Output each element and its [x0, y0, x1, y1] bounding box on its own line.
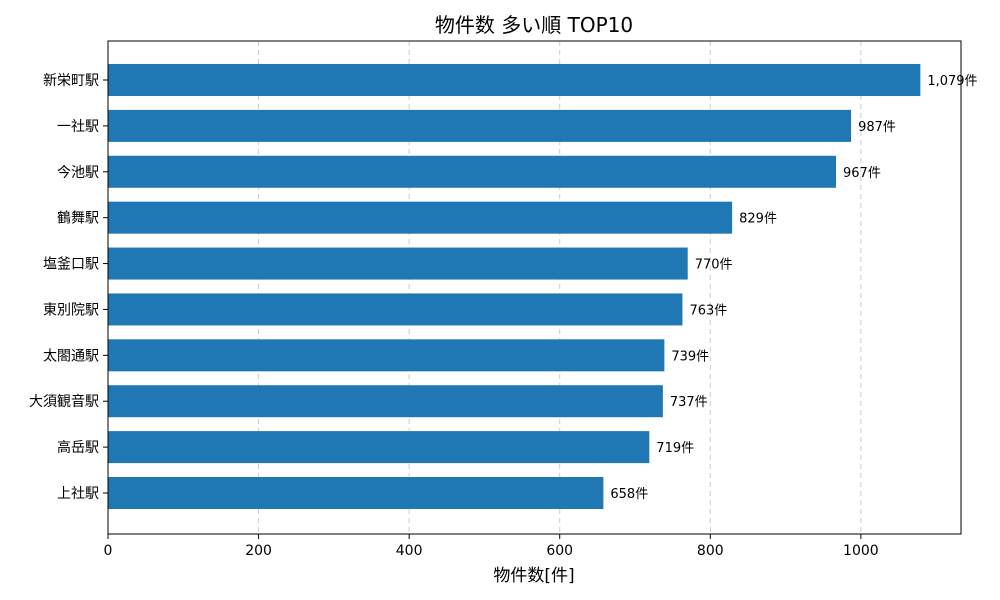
x-tick-label: 800 — [697, 543, 724, 559]
bar — [108, 293, 683, 326]
bar — [108, 385, 663, 418]
data-label: 967件 — [843, 166, 881, 181]
bar — [108, 477, 604, 509]
x-tick-label: 400 — [396, 543, 423, 559]
x-tick-label: 600 — [546, 543, 573, 559]
data-label: 987件 — [858, 120, 896, 135]
data-label: 829件 — [739, 212, 777, 227]
x-tick-label: 0 — [104, 543, 113, 559]
data-label: 763件 — [689, 303, 727, 318]
y-tick-label: 上社駅 — [57, 486, 99, 502]
bar — [108, 431, 650, 464]
chart-title: 物件数 多い順 TOP10 — [435, 13, 633, 37]
x-axis-label: 物件数[件] — [493, 566, 574, 586]
bar — [108, 201, 733, 234]
data-label: 770件 — [695, 258, 733, 273]
y-tick-label: 太閤通駅 — [43, 348, 99, 364]
plot-frame — [107, 40, 962, 535]
x-tick-label: 200 — [245, 543, 272, 559]
data-label: 658件 — [610, 487, 648, 502]
y-tick-label: 鶴舞駅 — [57, 210, 99, 227]
y-tick-label: 今池駅 — [57, 165, 99, 181]
x-tick-label: 1000 — [843, 543, 879, 559]
x-axis-ticks: 0 200 400 600 800 1000 — [104, 534, 879, 559]
bar — [108, 64, 921, 96]
bar — [108, 155, 837, 188]
bars — [108, 64, 921, 509]
y-tick-label: 東別院駅 — [43, 302, 99, 318]
data-labels: 1,079件 987件 967件 829件 770件 763件 739件 737件 719件 65… — [610, 74, 977, 502]
y-tick-label: 塩釜口駅 — [43, 257, 99, 273]
y-tick-label: 大須観音駅 — [29, 393, 99, 410]
data-label: 1,079件 — [927, 74, 977, 89]
bar — [108, 339, 665, 372]
data-label: 737件 — [670, 395, 708, 410]
y-tick-label: 一社駅 — [57, 119, 99, 135]
bar — [108, 247, 688, 280]
bar — [108, 109, 852, 142]
y-tick-label: 新栄町駅 — [43, 73, 99, 89]
data-label: 719件 — [656, 441, 694, 456]
y-tick-label: 高岳駅 — [57, 439, 99, 456]
data-label: 739件 — [671, 349, 709, 364]
